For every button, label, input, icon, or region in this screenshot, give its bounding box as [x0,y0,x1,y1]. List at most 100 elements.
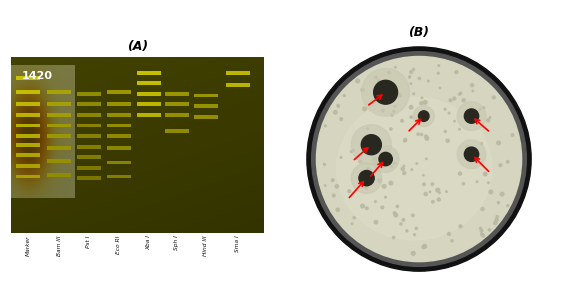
Circle shape [388,71,390,74]
Circle shape [415,227,417,229]
FancyBboxPatch shape [16,164,40,168]
Circle shape [420,102,423,105]
Circle shape [416,163,417,164]
Circle shape [422,175,424,176]
Text: (A): (A) [127,40,148,53]
Circle shape [432,201,434,203]
Circle shape [466,145,469,149]
Circle shape [385,196,386,198]
Ellipse shape [312,52,526,266]
Circle shape [401,120,404,122]
Circle shape [439,87,441,89]
FancyBboxPatch shape [16,124,40,128]
Circle shape [457,102,486,130]
Circle shape [403,165,405,167]
Circle shape [378,179,382,182]
Circle shape [459,225,462,228]
Circle shape [457,140,486,169]
Circle shape [374,220,378,224]
FancyBboxPatch shape [137,103,161,106]
Ellipse shape [316,57,522,262]
Circle shape [480,229,483,232]
Circle shape [352,149,354,151]
Circle shape [361,135,381,155]
Circle shape [487,182,489,184]
Circle shape [424,101,427,104]
Circle shape [343,95,345,97]
Text: 1420: 1420 [22,71,53,81]
Circle shape [474,153,477,156]
Circle shape [460,92,461,94]
Circle shape [428,80,429,82]
Circle shape [404,138,407,141]
Circle shape [412,251,415,255]
Circle shape [446,191,447,193]
Circle shape [351,223,353,224]
FancyBboxPatch shape [48,134,72,138]
Circle shape [348,190,351,193]
Circle shape [394,106,396,107]
FancyBboxPatch shape [76,176,100,180]
Text: Pst I: Pst I [86,235,91,248]
Circle shape [448,112,450,114]
Circle shape [340,156,342,158]
Circle shape [464,147,479,161]
Circle shape [356,79,359,83]
FancyBboxPatch shape [226,83,250,87]
Circle shape [437,72,439,74]
FancyBboxPatch shape [16,143,40,147]
Circle shape [422,183,425,186]
Circle shape [333,110,337,114]
Circle shape [359,160,362,163]
FancyBboxPatch shape [137,92,161,96]
FancyBboxPatch shape [194,94,218,97]
Circle shape [431,183,433,185]
Circle shape [409,76,410,78]
Circle shape [495,218,498,222]
Text: Sph I: Sph I [174,235,180,250]
Circle shape [351,163,382,193]
Circle shape [375,201,377,202]
FancyBboxPatch shape [16,76,40,80]
FancyBboxPatch shape [107,134,131,138]
Circle shape [375,162,378,165]
Circle shape [394,66,396,68]
Circle shape [393,212,396,214]
Circle shape [412,68,414,70]
Circle shape [413,93,414,95]
Circle shape [480,108,481,110]
Circle shape [369,104,371,105]
FancyBboxPatch shape [16,90,40,94]
Circle shape [425,158,427,160]
Circle shape [464,109,479,123]
Text: Hind III: Hind III [203,235,208,256]
Text: Marker: Marker [25,235,30,256]
Circle shape [455,71,458,74]
FancyBboxPatch shape [107,113,131,117]
Circle shape [480,143,483,145]
Circle shape [449,99,452,102]
Circle shape [406,230,408,232]
Text: (B): (B) [409,26,429,39]
Circle shape [410,83,412,84]
Circle shape [373,146,399,172]
Circle shape [476,161,479,163]
Circle shape [471,83,474,87]
Circle shape [492,96,495,99]
Circle shape [335,185,339,188]
Circle shape [462,99,466,102]
Circle shape [459,93,461,95]
FancyBboxPatch shape [107,103,131,106]
Circle shape [481,208,484,210]
Circle shape [421,133,422,135]
Circle shape [459,172,461,175]
FancyBboxPatch shape [107,90,131,94]
Circle shape [446,139,449,142]
Circle shape [436,188,440,192]
FancyBboxPatch shape [107,124,131,128]
Circle shape [454,120,455,122]
FancyBboxPatch shape [137,71,161,75]
Circle shape [412,214,414,217]
Circle shape [423,245,426,248]
Circle shape [336,208,339,212]
